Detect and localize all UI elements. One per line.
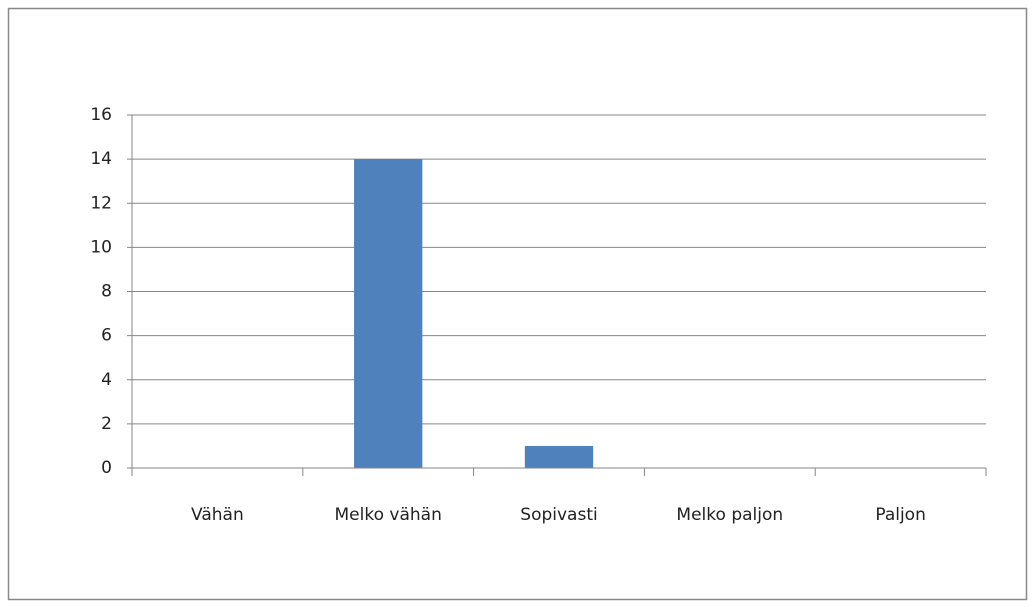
- bar: [354, 159, 423, 468]
- bar: [524, 445, 594, 468]
- x-tick-label: Paljon: [875, 505, 926, 525]
- y-tick-label: 8: [101, 282, 112, 302]
- y-tick-label: 4: [101, 370, 112, 390]
- x-tick-label: Melko paljon: [676, 505, 783, 525]
- y-tick-label: 12: [90, 193, 112, 213]
- x-tick-label: Vähän: [191, 505, 244, 525]
- y-tick-label: 14: [90, 149, 112, 169]
- x-tick-label: Melko vähän: [335, 505, 442, 525]
- y-tick-label: 6: [101, 326, 112, 346]
- y-tick-label: 16: [90, 105, 112, 125]
- chart-frame: [7, 7, 1028, 601]
- y-tick-label: 10: [90, 237, 112, 257]
- y-tick-label: 2: [101, 414, 112, 434]
- x-tick-label: Sopivasti: [520, 505, 597, 525]
- y-tick-label: 0: [101, 458, 112, 478]
